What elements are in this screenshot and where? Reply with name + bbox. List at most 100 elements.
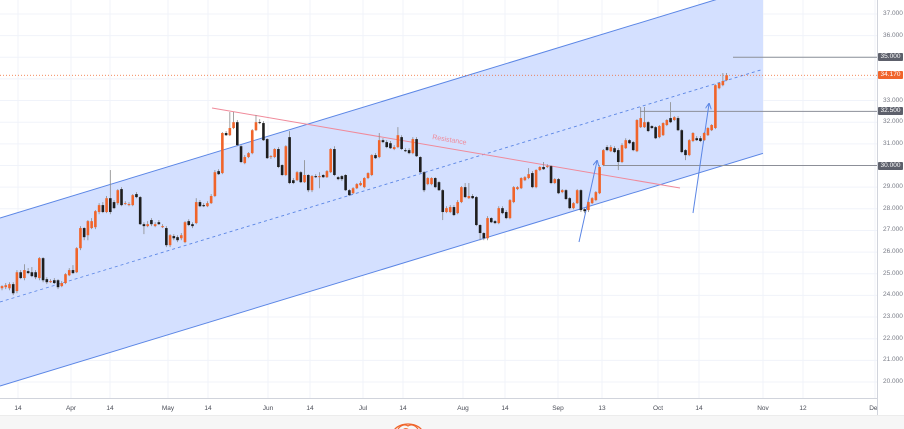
channel-fill <box>0 0 763 386</box>
candle-bearish <box>340 175 344 182</box>
channel-upper-line[interactable] <box>0 0 763 219</box>
candle-bearish <box>407 148 411 155</box>
candle-bullish <box>97 203 101 215</box>
candle-body <box>441 190 445 213</box>
candle-body <box>497 208 501 224</box>
candle-body <box>168 235 172 246</box>
candle-body <box>590 198 594 204</box>
candle-body <box>344 175 347 191</box>
time-tick-label: 12 <box>799 405 807 412</box>
candlestick-chart[interactable]: Resistance <box>0 0 878 398</box>
candle-bullish <box>79 226 82 251</box>
time-tick-label: Aug <box>457 405 469 412</box>
time-axis[interactable]: 14 Apr 14 May 14 Jun 14 Jul 14 Aug 14 Sep 13 Oct 14 Nov… <box>0 398 877 416</box>
candle-bearish <box>34 270 37 280</box>
candle-bullish <box>710 124 713 132</box>
candle-body <box>336 177 340 180</box>
candle-body <box>112 202 116 209</box>
price-tick-label: 23.000 <box>883 313 903 321</box>
candle-bearish <box>101 202 105 214</box>
candle-bullish <box>75 247 78 274</box>
candle-bearish <box>501 206 504 215</box>
candle-bearish <box>45 277 49 285</box>
candle-body <box>493 221 497 224</box>
candle-bullish <box>295 171 299 182</box>
arrow-drawing[interactable] <box>692 104 709 214</box>
candle-body <box>172 236 176 239</box>
candle-bearish <box>344 174 347 192</box>
candle-body <box>127 204 131 206</box>
candle-bearish <box>265 138 269 160</box>
channel-lower-line[interactable] <box>0 152 764 387</box>
candle-bullish <box>512 186 515 204</box>
candle-bullish <box>161 224 164 229</box>
candle-bearish <box>277 147 280 169</box>
parallel-channel[interactable] <box>0 0 764 387</box>
candle-body <box>687 140 691 156</box>
candle-bearish <box>404 148 407 153</box>
time-tick-label: 14 <box>14 405 22 412</box>
candle-body <box>303 175 306 183</box>
candle-body <box>583 209 586 212</box>
candle-bearish <box>280 164 284 177</box>
candle-bearish <box>348 189 351 197</box>
candle-body <box>232 122 235 129</box>
candle-body <box>217 171 220 175</box>
resistance-trend-line[interactable] <box>211 107 681 189</box>
candle-bearish <box>680 129 684 154</box>
candle-bearish <box>471 194 474 200</box>
candle-bullish <box>560 189 564 194</box>
price-tick-label: 32.000 <box>883 118 903 126</box>
candle-body <box>224 133 228 136</box>
candle-body <box>650 126 654 129</box>
price-axis[interactable]: 37.000 36.000 33.000 32.000 31.000 29.000 28.0… <box>877 0 904 415</box>
candle-body <box>82 228 86 238</box>
candle-bullish <box>717 82 721 90</box>
candle-bullish <box>448 205 452 214</box>
candle-body <box>131 195 135 206</box>
candle-body <box>706 128 710 136</box>
candle-bullish <box>702 132 706 142</box>
candle-body <box>676 118 680 131</box>
channel-middle-line[interactable] <box>0 68 764 303</box>
candle-body <box>486 218 489 239</box>
candle-bearish <box>699 136 702 143</box>
candle-body <box>8 284 11 289</box>
candle-body <box>445 208 448 213</box>
candle-body <box>138 197 142 225</box>
candle-body <box>725 75 728 81</box>
candle-body <box>194 202 198 224</box>
candle-body <box>254 122 258 131</box>
candle-body <box>669 118 672 123</box>
candle-body <box>575 190 579 204</box>
candle-bearish <box>669 102 672 124</box>
candle-body <box>489 218 493 223</box>
candle-body <box>549 166 553 184</box>
candle-bullish <box>49 279 52 284</box>
candle-bearish <box>187 219 191 227</box>
candle-bullish <box>643 107 646 129</box>
candle-body <box>135 194 138 198</box>
candle-body <box>355 184 359 189</box>
candle-bearish <box>613 146 616 154</box>
candle-bullish <box>516 186 519 191</box>
candle-body <box>153 224 157 227</box>
candle-bearish <box>646 121 650 133</box>
chart-pane[interactable]: Resistance <box>0 0 878 398</box>
candle-bearish <box>605 145 609 152</box>
candle-body <box>684 150 687 156</box>
candle-bullish <box>714 84 717 130</box>
price-tick-label: 26.000 <box>883 248 903 256</box>
candle-bearish <box>381 138 385 144</box>
candle-body <box>381 140 385 143</box>
candle-bullish <box>497 206 501 225</box>
candle-bearish <box>419 156 422 174</box>
candle-bearish <box>583 208 586 214</box>
candle-body <box>721 81 725 86</box>
candle-body <box>501 208 504 214</box>
candle-body <box>422 172 426 191</box>
candle-body <box>691 133 695 142</box>
candles <box>0 73 728 296</box>
candle-body <box>34 272 37 278</box>
candle-body <box>292 180 295 184</box>
